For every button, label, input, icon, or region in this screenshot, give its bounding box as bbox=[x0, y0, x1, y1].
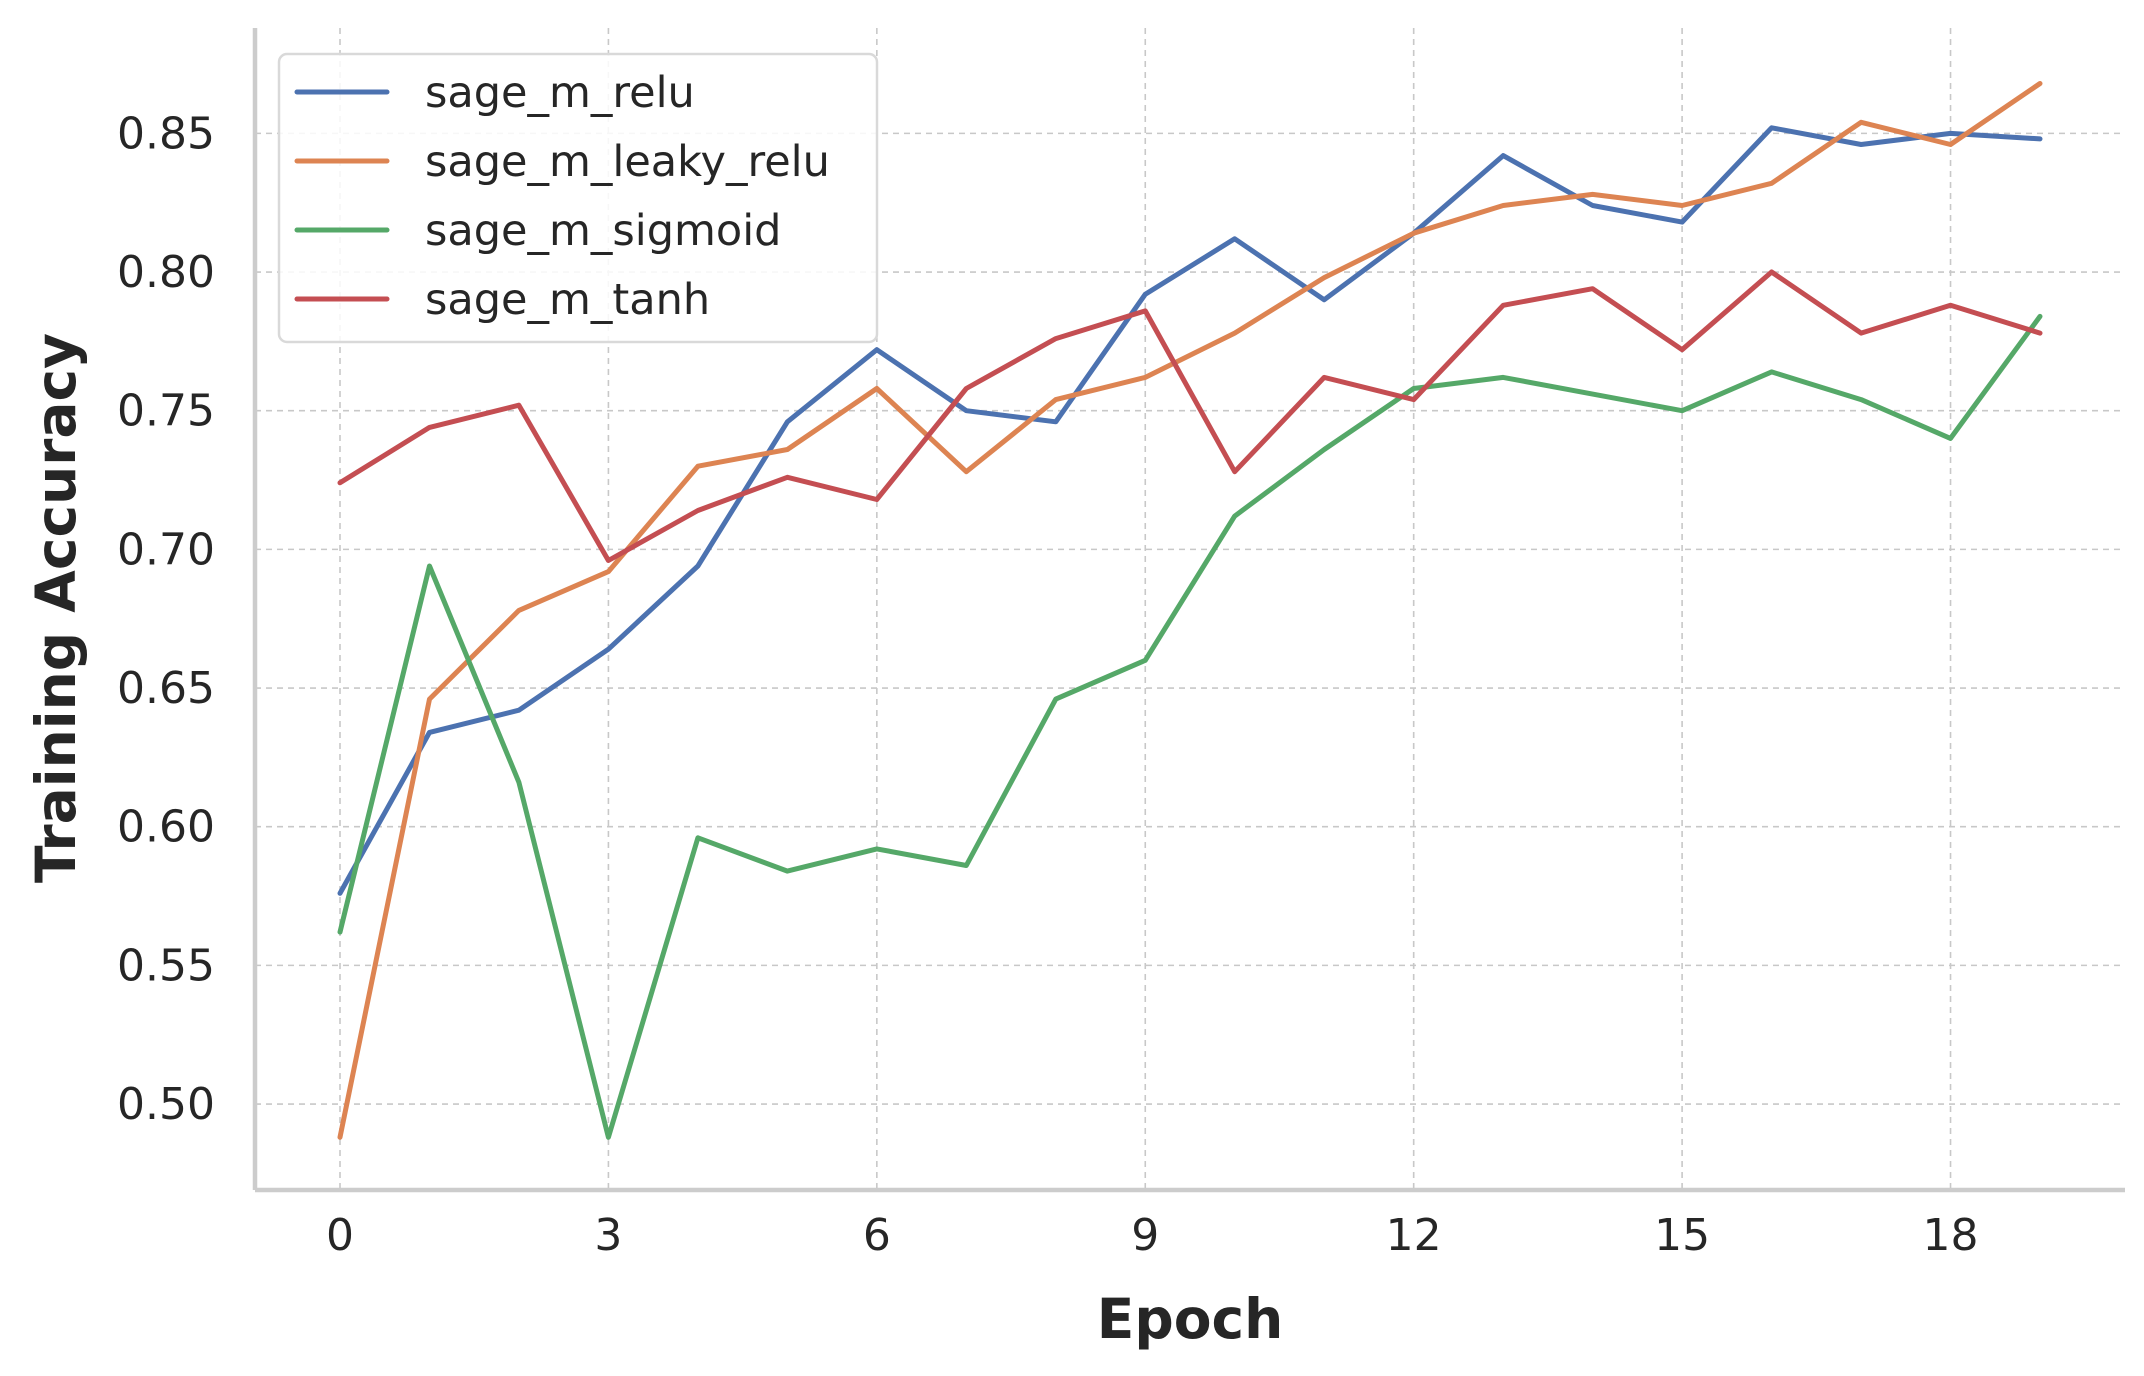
x-tick-label: 9 bbox=[1131, 1210, 1159, 1261]
x-axis-label: Epoch bbox=[1097, 1287, 1283, 1351]
series-line-sage-m-relu bbox=[337, 125, 2043, 896]
x-tick-label: 18 bbox=[1923, 1210, 1979, 1261]
legend-label: sage_m_tanh bbox=[425, 275, 710, 325]
legend-label: sage_m_sigmoid bbox=[425, 206, 781, 256]
y-axis-label: Training Accuracy bbox=[24, 333, 88, 883]
series-line-sage-m-sigmoid bbox=[337, 313, 2043, 1140]
legend: sage_m_relu sage_m_leaky_relu sage_m_sigmo… bbox=[277, 52, 879, 344]
y-tick-label: 0.70 bbox=[117, 524, 215, 575]
y-tick-labels: 0.50 0.55 0.60 0.65 0.70 0.75 0.80 0.85 bbox=[117, 108, 215, 1130]
axes-spines bbox=[252, 28, 2125, 1193]
x-tick-label: 12 bbox=[1386, 1210, 1442, 1261]
series-line-sage-m-tanh bbox=[337, 269, 2043, 563]
x-tick-label: 15 bbox=[1654, 1210, 1710, 1261]
x-tick-label: 3 bbox=[594, 1210, 622, 1261]
y-tick-label: 0.65 bbox=[117, 663, 215, 714]
legend-box bbox=[277, 52, 879, 344]
y-tick-label: 0.75 bbox=[117, 386, 215, 437]
y-tick-label: 0.80 bbox=[117, 247, 215, 298]
y-tick-label: 0.50 bbox=[117, 1079, 215, 1130]
y-tick-label: 0.85 bbox=[117, 108, 215, 159]
x-tick-label: 6 bbox=[863, 1210, 891, 1261]
x-tick-label: 0 bbox=[326, 1210, 354, 1261]
y-tick-label: 0.60 bbox=[117, 802, 215, 853]
legend-label: sage_m_leaky_relu bbox=[425, 137, 830, 187]
x-tick-labels: 0 3 6 9 12 15 18 bbox=[326, 1210, 1979, 1261]
legend-label: sage_m_relu bbox=[425, 68, 695, 118]
y-tick-label: 0.55 bbox=[117, 940, 215, 991]
series-lines bbox=[337, 81, 2043, 1140]
